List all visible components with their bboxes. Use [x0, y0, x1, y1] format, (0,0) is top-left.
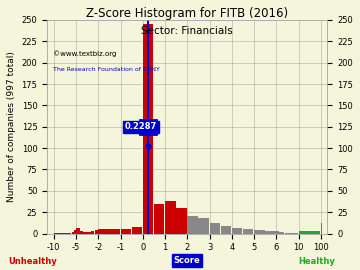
Bar — [95, 230, 98, 234]
Bar — [69, 233, 72, 234]
Text: ©www.textbiz.org: ©www.textbiz.org — [53, 50, 116, 56]
Text: Sector: Financials: Sector: Financials — [141, 26, 233, 36]
Bar — [76, 228, 80, 234]
Bar — [293, 233, 296, 234]
Title: Z-Score Histogram for FITB (2016): Z-Score Histogram for FITB (2016) — [86, 7, 288, 20]
Bar — [232, 228, 242, 234]
Bar — [80, 231, 83, 234]
Bar — [87, 232, 91, 234]
Bar — [296, 233, 298, 234]
Text: Unhealthy: Unhealthy — [8, 257, 57, 266]
Y-axis label: Number of companies (997 total): Number of companies (997 total) — [7, 51, 16, 202]
Bar — [143, 24, 153, 234]
Bar — [254, 230, 265, 234]
Text: Score: Score — [174, 256, 201, 265]
Bar — [154, 204, 165, 234]
Bar — [63, 233, 65, 234]
Bar — [56, 233, 58, 234]
Bar — [187, 217, 198, 234]
Bar — [299, 231, 320, 234]
Bar — [282, 232, 284, 234]
Bar — [176, 208, 187, 234]
Bar — [279, 232, 282, 234]
Bar — [198, 218, 209, 234]
Bar — [98, 229, 109, 234]
Text: Healthy: Healthy — [298, 257, 335, 266]
Text: The Research Foundation of SUNY: The Research Foundation of SUNY — [53, 67, 159, 72]
Bar — [91, 231, 94, 234]
Bar — [276, 231, 279, 234]
Bar — [321, 223, 322, 234]
Bar — [290, 233, 293, 234]
Bar — [84, 232, 87, 234]
Bar — [221, 226, 231, 234]
Bar — [74, 230, 76, 234]
Bar — [65, 233, 67, 234]
Bar — [132, 227, 142, 234]
Bar — [67, 233, 69, 234]
Bar — [58, 233, 60, 234]
Bar — [121, 229, 131, 234]
Bar — [287, 233, 290, 234]
Text: 0.2287: 0.2287 — [125, 122, 157, 131]
Bar — [54, 233, 56, 234]
Bar — [72, 232, 74, 234]
Bar — [210, 223, 220, 234]
Bar — [265, 231, 276, 234]
Bar — [285, 233, 287, 234]
Bar — [165, 201, 176, 234]
Bar — [109, 229, 120, 234]
Bar — [60, 233, 63, 234]
Bar — [243, 229, 253, 234]
